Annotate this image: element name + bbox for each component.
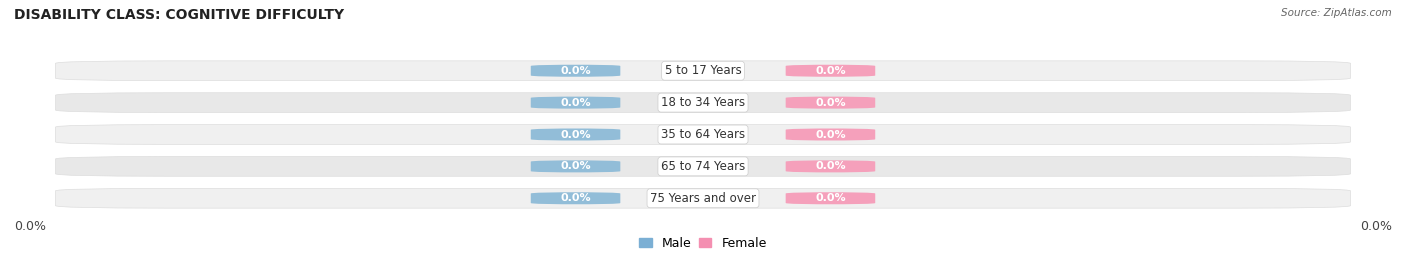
FancyBboxPatch shape <box>55 125 1351 144</box>
Text: 18 to 34 Years: 18 to 34 Years <box>661 96 745 109</box>
Text: 0.0%: 0.0% <box>560 161 591 171</box>
FancyBboxPatch shape <box>55 61 1351 81</box>
Text: 0.0%: 0.0% <box>14 220 46 233</box>
FancyBboxPatch shape <box>786 192 875 204</box>
Text: 0.0%: 0.0% <box>815 98 846 108</box>
FancyBboxPatch shape <box>531 160 620 172</box>
Text: 75 Years and over: 75 Years and over <box>650 192 756 205</box>
FancyBboxPatch shape <box>786 160 875 172</box>
Text: 65 to 74 Years: 65 to 74 Years <box>661 160 745 173</box>
Text: 0.0%: 0.0% <box>815 66 846 76</box>
Text: DISABILITY CLASS: COGNITIVE DIFFICULTY: DISABILITY CLASS: COGNITIVE DIFFICULTY <box>14 8 344 22</box>
Text: 0.0%: 0.0% <box>560 193 591 203</box>
Legend: Male, Female: Male, Female <box>637 234 769 252</box>
Text: Source: ZipAtlas.com: Source: ZipAtlas.com <box>1281 8 1392 18</box>
Text: 0.0%: 0.0% <box>560 129 591 140</box>
Text: 0.0%: 0.0% <box>1360 220 1392 233</box>
FancyBboxPatch shape <box>55 93 1351 112</box>
Text: 0.0%: 0.0% <box>815 129 846 140</box>
FancyBboxPatch shape <box>786 65 875 77</box>
FancyBboxPatch shape <box>55 188 1351 208</box>
FancyBboxPatch shape <box>531 128 620 141</box>
FancyBboxPatch shape <box>55 157 1351 176</box>
FancyBboxPatch shape <box>531 192 620 204</box>
Text: 0.0%: 0.0% <box>815 193 846 203</box>
FancyBboxPatch shape <box>531 65 620 77</box>
Text: 0.0%: 0.0% <box>815 161 846 171</box>
Text: 35 to 64 Years: 35 to 64 Years <box>661 128 745 141</box>
Text: 0.0%: 0.0% <box>560 66 591 76</box>
FancyBboxPatch shape <box>786 97 875 109</box>
FancyBboxPatch shape <box>531 97 620 109</box>
Text: 0.0%: 0.0% <box>560 98 591 108</box>
FancyBboxPatch shape <box>786 128 875 141</box>
Text: 5 to 17 Years: 5 to 17 Years <box>665 64 741 77</box>
